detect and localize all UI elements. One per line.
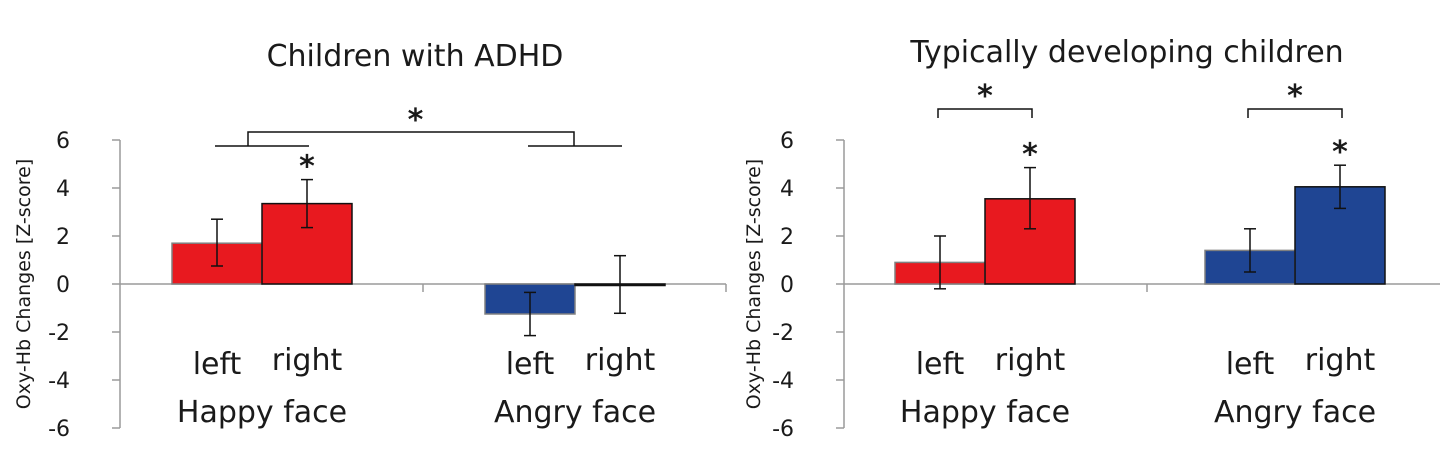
p1-x-category-label: right bbox=[995, 343, 1066, 378]
p0-x-category-label: left bbox=[506, 347, 555, 382]
p1-y-tick-label: -6 bbox=[772, 417, 794, 442]
p1-bar-happy-face-right bbox=[984, 198, 1076, 285]
p0-y-tick-label: 4 bbox=[56, 177, 70, 202]
p0-x-category-label: left bbox=[193, 347, 242, 382]
p0-chart-title: Children with ADHD bbox=[267, 39, 564, 74]
p1-x-category-label: right bbox=[1305, 343, 1376, 378]
p1-y-tick-label: 2 bbox=[780, 225, 794, 250]
p1-x-category-label: left bbox=[916, 347, 965, 382]
p1-significance-star: * bbox=[1022, 138, 1038, 173]
p1-y-tick-label: 6 bbox=[780, 129, 794, 154]
p0-y-tick-label: 2 bbox=[56, 225, 70, 250]
p0-y-tick-label: -4 bbox=[48, 369, 70, 394]
p0-x-group-label: Happy face bbox=[177, 395, 347, 430]
p1-significance-star: * bbox=[1332, 135, 1348, 170]
p1-x-group-label: Angry face bbox=[1214, 395, 1376, 430]
p1-significance-star: * bbox=[1287, 79, 1303, 114]
p1-y-axis-label: Oxy-Hb Changes [Z-score] bbox=[743, 159, 765, 409]
p0-y-tick-label: -2 bbox=[48, 321, 70, 346]
p1-y-tick-label: 0 bbox=[780, 273, 794, 298]
p1-chart-title: Typically developing children bbox=[909, 35, 1343, 70]
p0-y-tick-label: 0 bbox=[56, 273, 70, 298]
p0-significance-star: * bbox=[408, 103, 424, 138]
p0-x-category-label: right bbox=[272, 343, 343, 378]
p0-x-group-label: Angry face bbox=[494, 395, 656, 430]
p0-y-tick-label: 6 bbox=[56, 129, 70, 154]
p0-y-tick-label: -6 bbox=[48, 417, 70, 442]
p1-y-tick-label: -4 bbox=[772, 369, 794, 394]
p1-x-group-label: Happy face bbox=[900, 395, 1070, 430]
p1-y-tick-label: 4 bbox=[780, 177, 794, 202]
p1-y-tick-label: -2 bbox=[772, 321, 794, 346]
p0-x-category-label: right bbox=[585, 343, 656, 378]
p0-y-axis-label: Oxy-Hb Changes [Z-score] bbox=[13, 159, 35, 409]
p1-x-category-label: left bbox=[1226, 347, 1275, 382]
p0-significance-bracket bbox=[247, 131, 575, 146]
p1-significance-star: * bbox=[977, 79, 993, 114]
p1-significance-bracket bbox=[1247, 108, 1343, 118]
p1-significance-bracket bbox=[937, 108, 1033, 118]
p0-significance-star: * bbox=[299, 150, 315, 185]
